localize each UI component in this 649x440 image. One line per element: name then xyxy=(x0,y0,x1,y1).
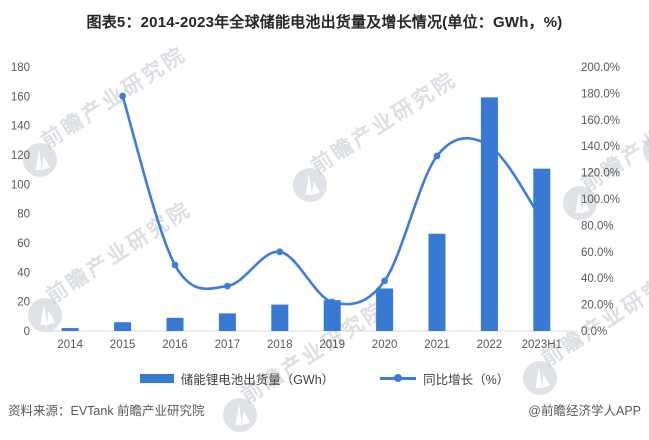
chart-legend: 储能锂电池出货量（GWh） 同比增长（%） xyxy=(0,367,649,389)
y-axis-left-tick: 0 xyxy=(24,326,30,338)
y-axis-right-tick: 40.0% xyxy=(581,273,614,285)
shipment-bar xyxy=(376,288,394,331)
y-axis-right-tick: 60.0% xyxy=(581,247,614,259)
x-axis-tick: 2021 xyxy=(424,339,450,351)
y-axis-left-tick: 160 xyxy=(11,91,30,103)
chart-title: 图表5：2014-2023年全球储能电池出货量及增长情况(单位：GWh，%) xyxy=(86,14,563,31)
growth-line-marker xyxy=(119,92,126,100)
legend-item-growth: 同比增长（%） xyxy=(380,369,509,388)
shipment-bar xyxy=(533,168,551,331)
y-axis-right-tick: 0.0% xyxy=(581,326,607,338)
x-axis-tick: 2019 xyxy=(319,339,345,351)
growth-line-marker xyxy=(381,277,388,285)
y-axis-right-tick: 140.0% xyxy=(581,141,620,153)
shipment-bar xyxy=(166,317,184,331)
y-axis-right-tick: 80.0% xyxy=(581,220,614,232)
shipment-bar xyxy=(218,313,236,331)
growth-line-marker xyxy=(276,248,284,256)
line-series-swatch xyxy=(380,374,417,382)
y-axis-left-tick: 100 xyxy=(11,179,30,191)
y-axis-left-tick: 60 xyxy=(17,238,30,250)
shipment-bar xyxy=(428,233,446,331)
y-axis-left-tick: 20 xyxy=(17,297,30,309)
bar-series-label: 储能锂电池出货量（GWh） xyxy=(180,372,335,387)
shipment-bar xyxy=(61,328,79,331)
shipment-bar xyxy=(323,300,341,331)
y-axis-right-tick: 160.0% xyxy=(581,115,620,127)
source-note: 资料来源：EVTank 前瞻产业研究院 xyxy=(8,404,205,418)
bar-series-swatch xyxy=(139,373,174,383)
y-axis-right-tick: 120.0% xyxy=(581,168,620,180)
y-axis-right-tick: 20.0% xyxy=(581,300,614,312)
shipment-bar xyxy=(114,322,132,331)
shipment-bar xyxy=(271,304,289,331)
x-axis-tick: 2017 xyxy=(215,339,241,351)
x-axis-tick: 2014 xyxy=(57,339,83,351)
y-axis-right-tick: 100.0% xyxy=(581,194,620,206)
x-axis-tick: 2022 xyxy=(477,339,503,351)
growth-line xyxy=(121,94,544,306)
y-axis-left-tick: 40 xyxy=(17,267,30,279)
combo-chart-plot: 0 20 40 60 80 100 120 140 160 180 0.0% 20.0% 40.0% 60… xyxy=(11,62,620,351)
y-axis-left-tick: 140 xyxy=(11,121,30,133)
growth-line-marker xyxy=(433,152,441,160)
credit-note: @前瞻经济学人APP xyxy=(528,404,641,418)
chart-footer: 资料来源：EVTank 前瞻产业研究院 @前瞻经济学人APP xyxy=(0,400,649,419)
legend-item-shipments: 储能锂电池出货量（GWh） xyxy=(139,369,335,388)
line-marker-icon xyxy=(394,374,403,382)
x-axis-tick: 2020 xyxy=(372,339,398,351)
y-axis-right-tick: 180.0% xyxy=(581,88,620,100)
y-axis-right-tick: 200.0% xyxy=(581,62,620,74)
y-axis-left-tick: 180 xyxy=(11,62,30,74)
shipment-bar xyxy=(480,97,498,331)
y-axis-left-tick: 120 xyxy=(11,150,30,162)
x-axis-tick: 2023H1 xyxy=(522,339,562,351)
line-series-label: 同比增长（%） xyxy=(423,372,510,387)
growth-line-marker xyxy=(224,282,231,290)
growth-line-marker xyxy=(171,261,179,269)
x-axis-tick: 2016 xyxy=(162,339,188,351)
y-axis-left-tick: 80 xyxy=(17,209,30,221)
x-axis-tick: 2018 xyxy=(267,339,293,351)
x-axis-tick: 2015 xyxy=(110,339,136,351)
